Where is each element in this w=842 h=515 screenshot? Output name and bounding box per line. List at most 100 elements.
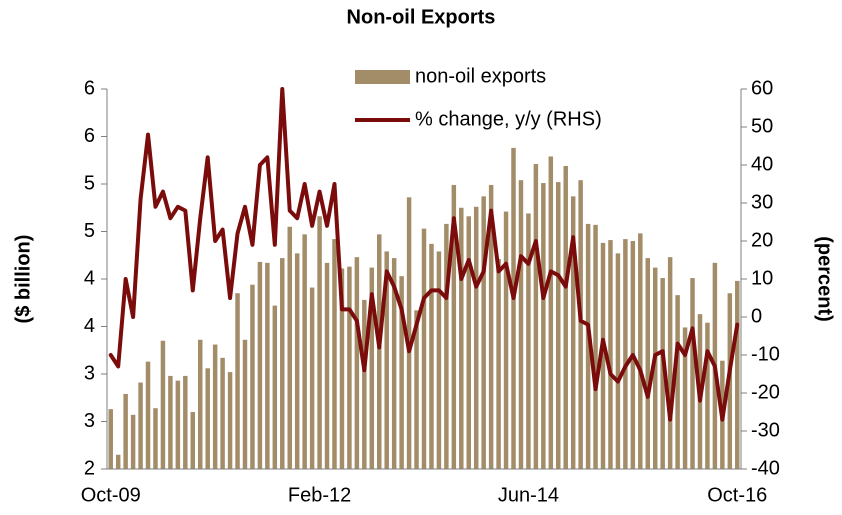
bar: [377, 234, 382, 469]
bar: [235, 293, 240, 469]
line: [108, 87, 740, 422]
bar: [608, 240, 613, 469]
bar: [205, 368, 210, 469]
x-tick-label: Oct-09: [81, 484, 141, 506]
y-tick-label: 4: [84, 267, 95, 289]
bar: [190, 412, 196, 469]
legend-swatch: [355, 70, 410, 84]
legend-label: non-oil exports: [415, 65, 546, 87]
bar: [212, 344, 218, 469]
bar: [481, 196, 486, 469]
bar: [324, 262, 330, 469]
bar: [466, 216, 471, 469]
bar: [391, 258, 397, 469]
bar: [242, 339, 248, 469]
bar: [160, 340, 166, 469]
bar: [548, 156, 554, 469]
bar: [153, 408, 158, 469]
bar: [556, 182, 561, 469]
bar: [175, 380, 181, 469]
bar: [675, 295, 680, 469]
y2-tick-label: 0: [751, 305, 762, 327]
x-tick-label: Oct-16: [707, 484, 767, 506]
bar: [593, 224, 598, 469]
bar: [615, 253, 621, 469]
bar: [705, 322, 710, 469]
x-tick-label: Jun-14: [498, 484, 559, 506]
bar: [652, 267, 658, 469]
y-tick-label: 3: [84, 410, 95, 432]
bar: [123, 393, 128, 469]
bar: [183, 375, 188, 469]
bar: [533, 164, 539, 470]
bar: [660, 278, 665, 469]
bar: [108, 409, 113, 469]
bar: [287, 226, 292, 469]
bar: [354, 257, 360, 469]
bar: [280, 258, 285, 469]
bar: [130, 414, 136, 469]
y-tick-label: 3: [84, 362, 95, 384]
bar: [436, 251, 442, 469]
bar: [578, 180, 583, 469]
bar: [339, 268, 345, 469]
y-tick-label: 5: [84, 220, 95, 242]
bar: [294, 253, 300, 469]
bar: [473, 206, 479, 470]
bar: [309, 287, 315, 469]
bar: [257, 261, 263, 469]
bar: [362, 299, 367, 469]
bar: [347, 266, 352, 469]
bar: [421, 228, 427, 469]
bar: [667, 257, 673, 469]
bar: [511, 147, 516, 469]
bar: [406, 197, 412, 470]
bar: [518, 180, 524, 469]
bar: [585, 223, 591, 469]
bar: [369, 267, 375, 469]
y2-tick-label: -40: [751, 457, 780, 479]
x-tick-label: Feb-12: [288, 484, 351, 506]
bar: [645, 258, 651, 469]
bar: [690, 278, 695, 469]
y2-tick-label: 50: [751, 115, 773, 137]
bar: [197, 339, 203, 469]
bar: [488, 184, 494, 469]
bar: [272, 305, 278, 469]
bar: [459, 207, 464, 469]
bar: [623, 239, 628, 469]
y2-tick-label: 40: [751, 153, 773, 175]
y2-axis-title: (percent): [814, 236, 836, 322]
bar: [444, 223, 449, 469]
bar: [168, 375, 173, 469]
chart-title: Non-oil Exports: [347, 6, 496, 28]
bar: [570, 196, 576, 469]
bar: [451, 184, 457, 469]
y2-tick-label: 20: [751, 229, 773, 251]
y-tick-label: 6: [84, 77, 95, 99]
y2-tick-label: -30: [751, 419, 780, 441]
bar: [682, 327, 688, 469]
bar: [138, 382, 143, 469]
bar: [503, 211, 509, 470]
bar: [414, 310, 419, 469]
bar: [384, 251, 389, 469]
bar: [600, 242, 606, 469]
y2-tick-label: 60: [751, 77, 773, 99]
bar: [541, 183, 546, 470]
bar: [317, 216, 322, 469]
bar: [227, 372, 233, 469]
y-tick-label: 4: [84, 315, 95, 337]
bar: [399, 276, 404, 469]
y2-tick-label: 30: [751, 191, 773, 213]
bar: [145, 361, 151, 469]
bar: [220, 357, 225, 469]
bar: [563, 165, 568, 469]
y-tick-label: 2: [84, 457, 95, 479]
y2-tick-label: -10: [751, 343, 780, 365]
y-tick-label: 5: [84, 172, 95, 194]
bar: [429, 243, 434, 469]
y2-tick-label: 10: [751, 267, 773, 289]
bar: [526, 213, 531, 469]
